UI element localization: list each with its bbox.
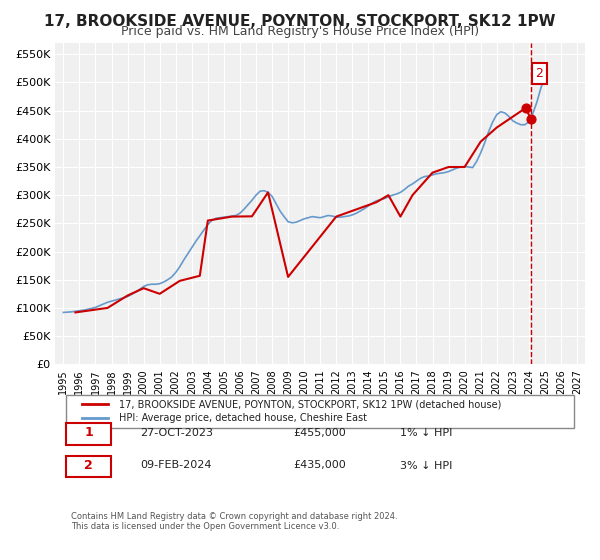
FancyBboxPatch shape xyxy=(66,423,111,445)
Text: £435,000: £435,000 xyxy=(293,460,346,470)
Text: Contains HM Land Registry data © Crown copyright and database right 2024.
This d: Contains HM Land Registry data © Crown c… xyxy=(71,512,398,531)
Text: £455,000: £455,000 xyxy=(293,428,346,438)
Point xyxy=(521,104,531,113)
Text: 27-OCT-2023: 27-OCT-2023 xyxy=(140,428,213,438)
Text: 2: 2 xyxy=(85,459,93,472)
Text: 2: 2 xyxy=(535,67,543,80)
Text: HPI: Average price, detached house, Cheshire East: HPI: Average price, detached house, Ches… xyxy=(119,413,367,423)
Text: 09-FEB-2024: 09-FEB-2024 xyxy=(140,460,212,470)
Text: Price paid vs. HM Land Registry's House Price Index (HPI): Price paid vs. HM Land Registry's House … xyxy=(121,25,479,38)
Text: 1% ↓ HPI: 1% ↓ HPI xyxy=(400,428,452,438)
Text: 3% ↓ HPI: 3% ↓ HPI xyxy=(400,460,452,470)
FancyBboxPatch shape xyxy=(66,395,574,427)
Text: 17, BROOKSIDE AVENUE, POYNTON, STOCKPORT, SK12 1PW (detached house): 17, BROOKSIDE AVENUE, POYNTON, STOCKPORT… xyxy=(119,399,501,409)
Text: 1: 1 xyxy=(85,427,93,440)
FancyBboxPatch shape xyxy=(66,455,111,477)
Text: 17, BROOKSIDE AVENUE, POYNTON, STOCKPORT, SK12 1PW: 17, BROOKSIDE AVENUE, POYNTON, STOCKPORT… xyxy=(44,14,556,29)
Point xyxy=(526,115,535,124)
